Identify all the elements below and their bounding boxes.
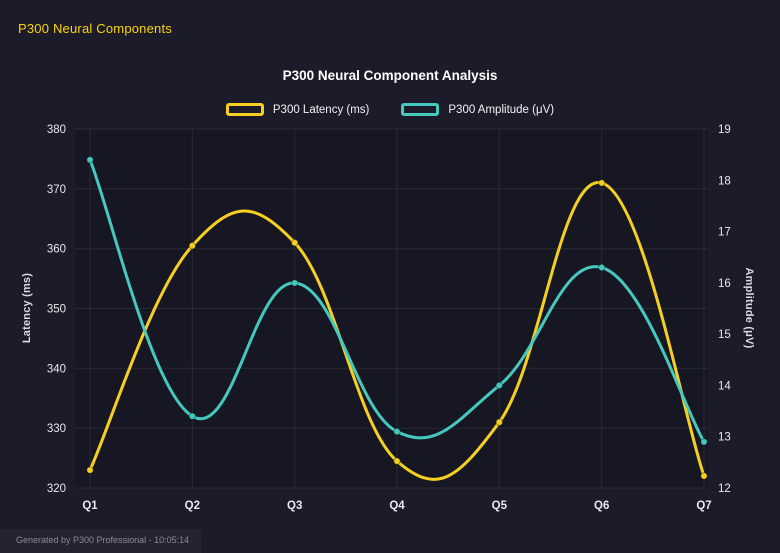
amplitude-legend-label: P300 Amplitude (μV) [448, 103, 555, 116]
amplitude-series-swatch [401, 103, 440, 116]
right-axis-tick-label: 15 [718, 329, 731, 341]
left-axis-tick-label: 370 [47, 184, 66, 196]
legend-item-latency[interactable]: P300 Latency (ms) [225, 103, 370, 116]
chart-legend: P300 Latency (ms) P300 Amplitude (μV) [0, 103, 780, 116]
x-axis-tick-label: Q2 [185, 500, 200, 512]
x-axis-tick-label: Q6 [594, 500, 609, 512]
left-axis-tick-label: 360 [47, 244, 66, 256]
right-axis-tick-label: 18 [718, 175, 731, 187]
left-axis-tick-label: 320 [47, 483, 66, 495]
left-axis-tick-label: 380 [47, 124, 66, 136]
right-axis-tick-label: 19 [718, 124, 731, 136]
left-axis-title: Latency (ms) [21, 272, 33, 344]
data-point-amplitude-Q1 [86, 156, 94, 164]
chart-title: P300 Neural Component Analysis [282, 68, 498, 83]
page-title: P300 Neural Components [18, 21, 172, 36]
right-axis-tick-label: 17 [718, 227, 731, 239]
right-axis-tick-label: 16 [718, 278, 731, 290]
left-axis-tick-label: 330 [47, 423, 66, 435]
data-point-amplitude-Q7 [700, 438, 708, 446]
left-axis-tick-label: 350 [47, 304, 66, 316]
data-point-amplitude-Q2 [188, 412, 197, 420]
right-axis-tick-label: 13 [718, 432, 731, 444]
footer-text: Generated by P300 Professional - 10:05:1… [16, 535, 190, 545]
data-point-latency-Q6 [598, 179, 606, 187]
data-point-latency-Q1 [86, 466, 94, 474]
legend-item-amplitude[interactable]: P300 Amplitude (μV) [401, 103, 554, 116]
data-point-amplitude-Q4 [393, 427, 401, 436]
latency-series-swatch [225, 103, 264, 116]
latency-legend-label: P300 Latency (ms) [272, 103, 370, 116]
data-point-amplitude-Q6 [598, 263, 606, 272]
right-axis-tick-label: 12 [718, 483, 731, 495]
data-point-amplitude-Q5 [495, 381, 503, 390]
data-point-latency-Q3 [291, 239, 299, 247]
data-point-latency-Q5 [495, 418, 503, 426]
x-axis-tick-label: Q5 [492, 500, 508, 512]
x-axis-tick-label: Q7 [696, 500, 711, 512]
data-point-latency-Q2 [188, 242, 197, 250]
status-bar: Generated by P300 Professional - 10:05:1… [0, 529, 202, 553]
x-axis-tick-label: Q3 [287, 500, 302, 512]
data-point-latency-Q7 [700, 472, 708, 480]
right-axis-tick-label: 14 [718, 380, 731, 392]
x-axis-tick-label: Q1 [82, 500, 98, 512]
data-point-latency-Q4 [393, 457, 401, 465]
data-point-amplitude-Q3 [291, 279, 299, 287]
x-axis-tick-label: Q4 [389, 500, 405, 512]
right-axis-title: Amplitude (μV) [743, 267, 755, 349]
left-axis-tick-label: 340 [47, 363, 66, 375]
